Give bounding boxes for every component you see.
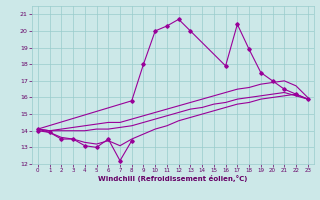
X-axis label: Windchill (Refroidissement éolien,°C): Windchill (Refroidissement éolien,°C) [98,175,247,182]
